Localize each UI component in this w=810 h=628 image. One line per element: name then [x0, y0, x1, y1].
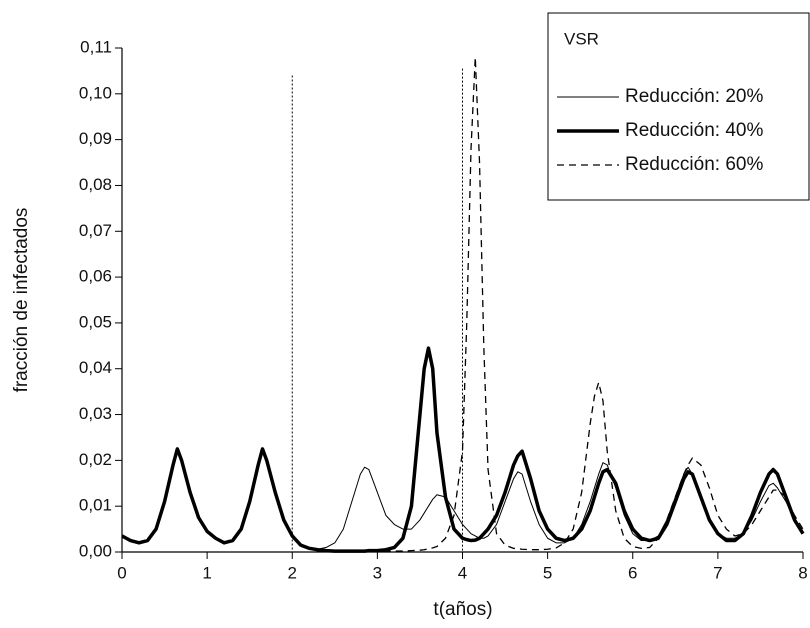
- x-tick-label: 0: [117, 563, 126, 582]
- y-tick-label: 0,00: [79, 541, 112, 560]
- x-tick-label: 8: [798, 563, 807, 582]
- y-tick-label: 0,06: [79, 267, 112, 286]
- y-tick-label: 0,07: [79, 221, 112, 240]
- x-tick-label: 1: [202, 563, 211, 582]
- legend-label: Reducción: 20%: [625, 86, 763, 107]
- y-tick-label: 0,11: [80, 37, 112, 56]
- y-tick-label: 0,09: [79, 129, 112, 148]
- x-tick-label: 6: [628, 563, 637, 582]
- x-tick-label: 4: [458, 563, 467, 582]
- y-tick-label: 0,03: [79, 404, 112, 423]
- x-tick-label: 7: [713, 563, 722, 582]
- y-tick-label: 0,08: [79, 175, 112, 194]
- x-tick-label: 3: [373, 563, 382, 582]
- legend-label: Reducción: 40%: [625, 120, 763, 141]
- legend-title: VSR: [564, 29, 599, 48]
- y-tick-label: 0,05: [79, 312, 112, 331]
- legend-box: [547, 12, 810, 201]
- y-tick-label: 0,02: [79, 450, 112, 469]
- series-line: [121, 56, 804, 552]
- y-tick-label: 0,04: [79, 358, 112, 377]
- y-tick-label: 0,10: [79, 83, 112, 102]
- x-axis-title: t(años): [433, 599, 492, 620]
- x-tick-label: 5: [543, 563, 552, 582]
- y-tick-label: 0,01: [79, 496, 112, 515]
- x-tick-label: 2: [288, 563, 297, 582]
- y-axis-title: fracción de infectados: [11, 208, 32, 393]
- legend-label: Reducción: 60%: [625, 154, 763, 175]
